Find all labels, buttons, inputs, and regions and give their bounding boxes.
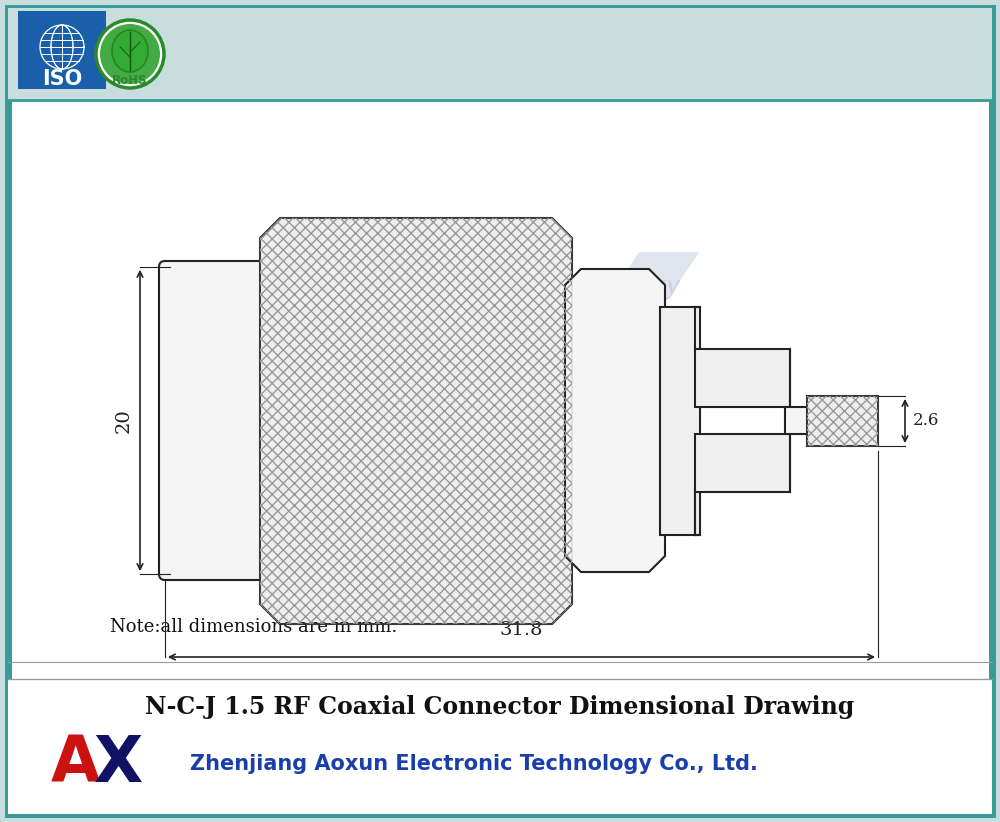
Bar [8,8,992,100]
Bar [807,396,878,446]
Text: X: X [472,243,708,541]
Bar [660,307,700,535]
Text: 2.6: 2.6 [913,413,939,430]
Text: X: X [93,733,143,795]
Text: 31.8: 31.8 [500,621,543,639]
Bar [8,679,992,814]
FancyBboxPatch shape [159,261,274,580]
Text: A: A [302,243,538,541]
Bar [18,11,106,89]
Text: ISO: ISO [42,69,82,89]
Ellipse shape [112,30,148,72]
Polygon shape [260,218,572,624]
Bar [785,407,810,434]
Bar [695,349,790,407]
Wedge shape [100,24,160,84]
Text: Note:all dimensions are in mm.: Note:all dimensions are in mm. [110,618,397,636]
Text: Zhenjiang Aoxun Electronic Technology Co., Ltd.: Zhenjiang Aoxun Electronic Technology Co… [190,754,758,774]
Circle shape [96,20,164,88]
Text: N-C-J 1.5 RF Coaxial Connector Dimensional Drawing: N-C-J 1.5 RF Coaxial Connector Dimension… [145,695,855,719]
Polygon shape [565,269,665,572]
Bar [695,434,790,492]
Text: 20: 20 [115,409,133,433]
Text: Aoxun Electronic Technology: Aoxun Electronic Technology [340,275,680,299]
Bar [807,396,878,446]
Text: A: A [50,733,100,795]
Polygon shape [390,332,510,532]
Text: RoHS: RoHS [112,73,148,86]
